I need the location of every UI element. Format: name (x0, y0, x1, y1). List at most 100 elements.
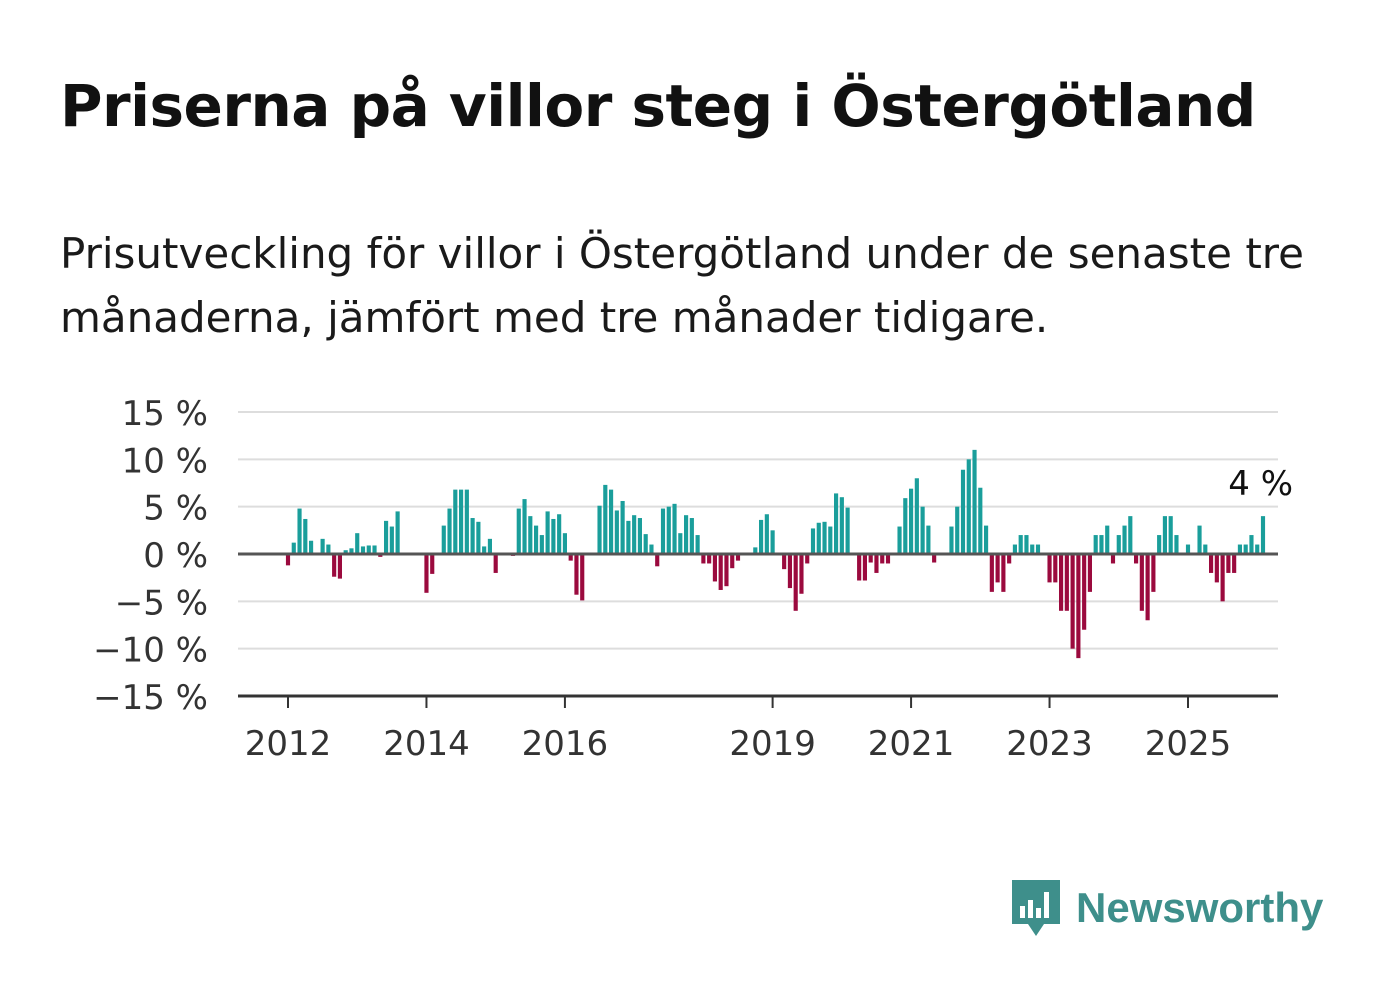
bar (845, 507, 850, 554)
bar (464, 489, 469, 554)
bar (476, 521, 481, 554)
bar (678, 533, 683, 554)
bar (1243, 544, 1248, 554)
bar (637, 518, 642, 554)
newsworthy-logo-icon (1012, 880, 1060, 936)
bar (1197, 525, 1202, 554)
y-tick-label: 10 % (122, 441, 208, 481)
bar (626, 520, 631, 554)
bar (1012, 544, 1017, 554)
chart-subtitle: Prisutveckling för villor i Östergötland… (60, 229, 1304, 342)
bar (828, 526, 833, 554)
bar (1105, 525, 1110, 554)
bar (839, 497, 844, 554)
bar (684, 515, 689, 554)
bar (1168, 516, 1173, 554)
bar (355, 533, 360, 554)
chart-title: Priserna på villor steg i Östergötland (60, 72, 1256, 140)
bar (834, 493, 839, 554)
latest-value-label: 4 % (1228, 464, 1293, 504)
bar (332, 554, 337, 577)
bar (805, 554, 810, 564)
bar (534, 525, 539, 554)
bar (793, 554, 798, 611)
bar (874, 554, 879, 573)
bar (384, 520, 389, 554)
bar (1255, 544, 1260, 554)
bar (1174, 535, 1179, 554)
bar (632, 515, 637, 554)
bar (672, 503, 677, 554)
bar (995, 554, 1000, 583)
bar (609, 489, 614, 554)
bar (441, 525, 446, 554)
bar (972, 449, 977, 554)
bar (903, 498, 908, 554)
bar (1082, 554, 1087, 630)
bar (603, 484, 608, 554)
bar (955, 506, 960, 554)
bar (1093, 535, 1098, 554)
bar (1151, 554, 1156, 592)
bar (1116, 535, 1121, 554)
bar (909, 488, 914, 554)
bar (1053, 554, 1058, 583)
brand-name: Newsworthy (1076, 884, 1324, 931)
x-tick-label: 2019 (729, 724, 816, 764)
y-tick-label: 15 % (122, 394, 208, 434)
bar (620, 500, 625, 554)
bar (712, 554, 717, 582)
y-tick-label: −15 % (93, 678, 208, 718)
bar (580, 554, 585, 601)
bar (1226, 554, 1231, 573)
bar (395, 511, 400, 554)
bar (787, 554, 792, 589)
bar (949, 526, 954, 554)
bar (816, 522, 821, 554)
bar (291, 542, 296, 554)
bar (1185, 544, 1191, 554)
bar (1030, 544, 1035, 554)
bar (649, 544, 654, 554)
bar (597, 505, 602, 554)
bar (735, 554, 741, 561)
bar (1001, 554, 1006, 592)
bar (782, 554, 787, 570)
x-tick-label: 2025 (1145, 724, 1232, 764)
bar (568, 554, 573, 561)
bar (978, 487, 983, 554)
bar (914, 478, 919, 554)
x-tick-label: 2021 (868, 724, 955, 764)
bar (1059, 554, 1064, 611)
bar (326, 544, 331, 554)
bar (1145, 554, 1150, 621)
bar (1134, 554, 1139, 564)
bar (857, 554, 862, 581)
bar (470, 518, 475, 554)
bar (770, 530, 775, 554)
bar (574, 554, 579, 595)
bar (366, 545, 371, 554)
bar (516, 508, 521, 554)
bar (1047, 554, 1052, 583)
bar (522, 499, 527, 554)
bar (1128, 516, 1133, 554)
bar (695, 535, 700, 554)
bar (1064, 554, 1069, 611)
bar (822, 521, 827, 554)
bar (493, 554, 498, 573)
y-tick-label: −10 % (93, 631, 208, 671)
bar (545, 511, 550, 554)
bar (482, 546, 487, 554)
bar (701, 554, 706, 564)
bar (1007, 554, 1012, 564)
bar (459, 489, 464, 554)
bar (337, 554, 342, 579)
bar (960, 469, 966, 554)
bar (424, 554, 429, 593)
bar (1087, 554, 1092, 592)
bar (1237, 544, 1242, 554)
bar (753, 547, 758, 554)
bar (689, 518, 694, 554)
bar (614, 510, 619, 554)
